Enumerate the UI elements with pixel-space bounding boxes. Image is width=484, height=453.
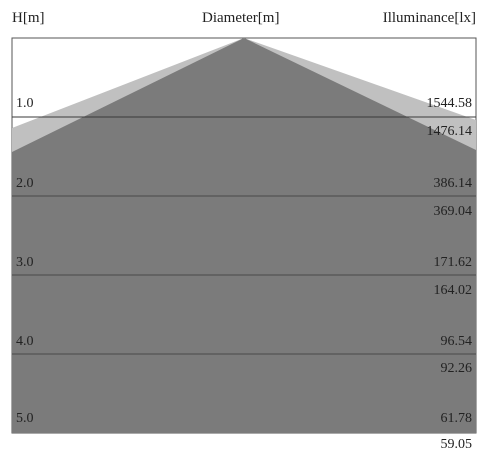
height-label-2: 2.0 — [16, 176, 34, 191]
height-label-1: 1.0 — [16, 96, 34, 111]
illuminance-a-2: 386.14 — [433, 176, 473, 191]
illuminance-b-4: 92.26 — [440, 361, 473, 376]
illuminance-column-header: Illuminance[lx] — [382, 10, 476, 26]
illuminance-a-3: 171.62 — [433, 255, 473, 270]
illuminance-a-1: 1544.58 — [426, 96, 473, 111]
illuminance-a-4: 96.54 — [440, 334, 473, 349]
height-column-header: H[m] — [12, 10, 45, 26]
illuminance-b-5: 59.05 — [440, 437, 473, 452]
beam-dark — [12, 38, 476, 433]
height-label-4: 4.0 — [16, 334, 34, 349]
illuminance-b-2: 369.04 — [433, 204, 473, 219]
height-label-3: 3.0 — [16, 255, 34, 270]
diameter-column-header: Diameter[m] — [202, 10, 280, 26]
height-label-5: 5.0 — [16, 411, 34, 426]
illuminance-b-3: 164.02 — [433, 283, 473, 298]
illuminance-a-5: 61.78 — [440, 411, 473, 426]
illuminance-b-1: 1476.14 — [426, 124, 473, 139]
